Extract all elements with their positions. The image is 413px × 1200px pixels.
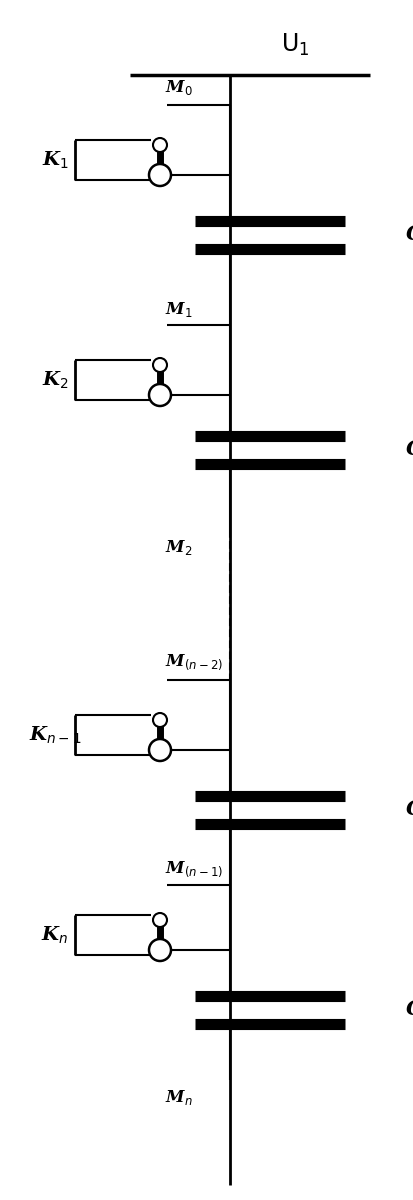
Text: M$_{(n-1)}$: M$_{(n-1)}$ — [165, 859, 223, 878]
Text: M$_{(n-2)}$: M$_{(n-2)}$ — [165, 653, 223, 672]
Text: M$_1$: M$_1$ — [165, 300, 192, 319]
Circle shape — [153, 138, 167, 152]
Circle shape — [149, 938, 171, 961]
Text: C$_{12}$: C$_{12}$ — [405, 439, 413, 461]
Text: $\mathrm{U}_1$: $\mathrm{U}_1$ — [281, 32, 309, 58]
Text: K$_1$: K$_1$ — [42, 149, 69, 170]
Circle shape — [149, 384, 171, 406]
Circle shape — [153, 713, 167, 727]
Text: K$_2$: K$_2$ — [42, 370, 69, 391]
Text: C$_n$: C$_n$ — [405, 998, 413, 1021]
Text: C$_{n-1}$: C$_{n-1}$ — [405, 799, 413, 821]
Text: M$_n$: M$_n$ — [165, 1088, 192, 1106]
Circle shape — [153, 913, 167, 926]
Text: K$_{n-1}$: K$_{n-1}$ — [29, 725, 81, 745]
Circle shape — [153, 358, 167, 372]
Circle shape — [149, 739, 171, 761]
Text: C$_{11}$: C$_{11}$ — [405, 223, 413, 246]
Text: K$_n$: K$_n$ — [41, 924, 69, 946]
Text: M$_2$: M$_2$ — [165, 538, 192, 557]
Circle shape — [149, 164, 171, 186]
Text: M$_0$: M$_0$ — [165, 78, 192, 97]
